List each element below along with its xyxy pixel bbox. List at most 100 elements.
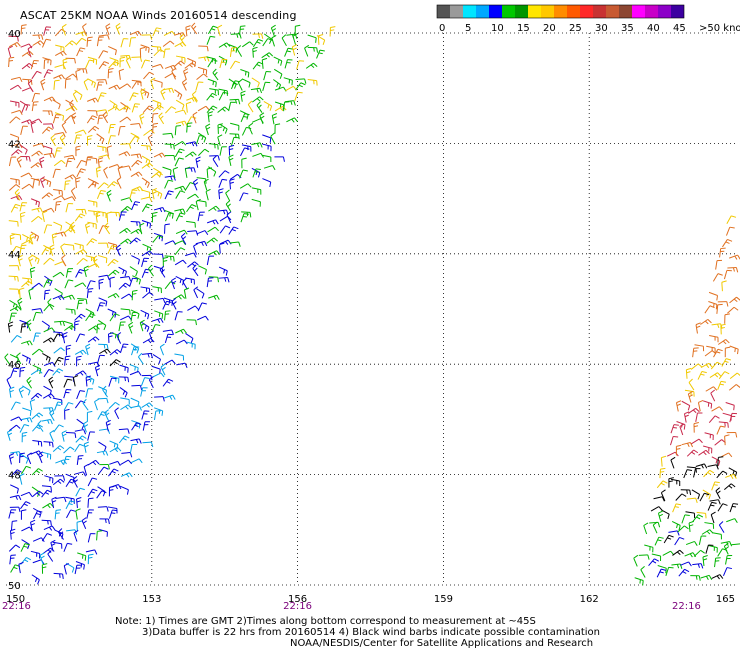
wind-barb (687, 391, 693, 403)
wind-barb (164, 143, 175, 150)
wind-barb (164, 240, 177, 246)
wind-barb (141, 220, 152, 229)
wind-barb (52, 541, 63, 549)
wind-barb (41, 126, 53, 134)
wind-barb (228, 154, 234, 166)
wind-barb (53, 195, 65, 201)
wind-barb (197, 211, 205, 222)
wind-barb (20, 323, 28, 333)
wind-barb (120, 165, 132, 171)
wind-barb (41, 489, 52, 498)
wind-barb (151, 187, 157, 200)
wind-barb (174, 125, 182, 136)
wind-barb (87, 497, 94, 508)
wind-barb (686, 449, 699, 457)
wind-barb (19, 366, 26, 378)
wind-barb (9, 100, 20, 108)
wind-barb (11, 109, 23, 115)
wind-barb (672, 549, 684, 556)
wind-barb (684, 552, 697, 558)
wind-barb (140, 59, 150, 69)
wind-barb (152, 27, 162, 37)
wind-barb (97, 397, 109, 404)
wind-barb (118, 321, 126, 332)
wind-barb (41, 533, 53, 542)
wind-barb (130, 311, 138, 322)
wind-barb (52, 333, 63, 342)
wind-barb (208, 250, 221, 256)
wind-barb (685, 540, 698, 546)
wind-barb (43, 58, 50, 69)
wind-barb (643, 522, 649, 535)
wind-barb (660, 489, 666, 502)
wind-barb (31, 101, 39, 112)
wind-barb (729, 384, 740, 391)
wind-barb (75, 269, 85, 278)
wind-barb (261, 154, 272, 163)
wind-barb (76, 497, 82, 509)
wind-barb (43, 69, 53, 78)
wind-barb (670, 478, 681, 487)
wind-barb (31, 70, 42, 80)
wind-barb (153, 152, 166, 158)
wind-barb (141, 257, 149, 268)
wind-barb (43, 303, 55, 312)
wind-barb (42, 352, 51, 363)
wind-barb (700, 362, 713, 369)
wind-barb (283, 101, 290, 112)
wind-barb (261, 57, 268, 69)
wind-barb (240, 90, 246, 102)
wind-barb (175, 229, 188, 235)
wind-barb (218, 178, 228, 188)
legend-swatch (671, 5, 684, 18)
wind-barb (53, 189, 63, 196)
wind-barb (96, 145, 107, 153)
wind-barb (6, 429, 13, 441)
wind-barb (130, 228, 143, 234)
wind-barb (141, 203, 152, 212)
wind-barb (158, 112, 165, 125)
chart-title: ASCAT 25KM NOAA Winds 20160514 descendin… (20, 9, 297, 22)
wind-barb (109, 276, 115, 288)
wind-barb (41, 418, 53, 425)
wind-barb (85, 388, 93, 398)
wind-barb (633, 554, 639, 567)
wind-barb (725, 473, 737, 480)
wind-barb (75, 487, 85, 497)
wind-barb (183, 287, 190, 299)
wind-barb (20, 501, 31, 510)
wind-barb (87, 477, 98, 487)
wind-barb (217, 209, 229, 215)
wind-barb (180, 232, 187, 245)
wind-barb (174, 353, 185, 361)
wind-barb (206, 92, 217, 101)
legend-swatch (593, 5, 606, 18)
wind-barb (159, 265, 166, 278)
wind-barb (75, 145, 81, 157)
wind-barb (164, 154, 176, 161)
wind-barb (19, 100, 29, 111)
wind-barb (668, 477, 674, 488)
wind-barb (703, 469, 715, 478)
wind-barb (26, 319, 32, 332)
wind-barb (21, 340, 33, 346)
wind-barb (42, 207, 55, 213)
wind-barb (53, 572, 64, 580)
wind-barb (708, 415, 720, 424)
wind-barb (18, 561, 24, 574)
wind-barb (720, 452, 733, 458)
wind-barb (285, 85, 298, 92)
wind-barb (119, 56, 126, 68)
wind-barb (284, 100, 296, 106)
x-tick-label: 156 (288, 594, 307, 605)
wind-barb (85, 59, 95, 69)
legend-swatch (541, 5, 554, 18)
wind-barb (711, 481, 720, 491)
wind-barb (98, 274, 110, 281)
wind-barb (86, 288, 94, 299)
wind-barb (107, 258, 119, 267)
wind-barb (108, 84, 121, 90)
wind-barb (271, 34, 277, 47)
wind-barb (51, 496, 57, 509)
x-tick-label: 159 (434, 594, 453, 605)
